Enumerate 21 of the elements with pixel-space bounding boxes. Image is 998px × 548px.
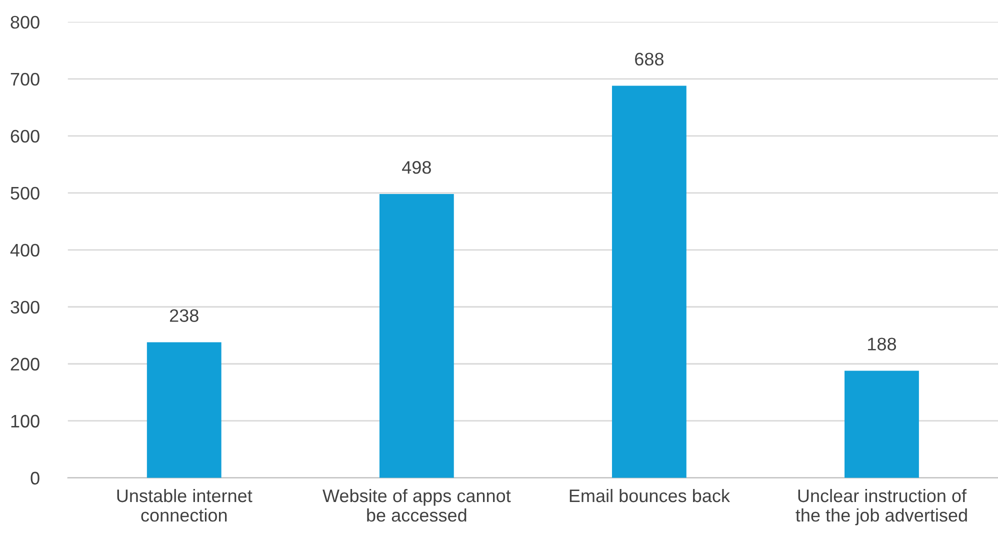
- y-tick-label: 700: [10, 72, 40, 86]
- x-tick-label: Email bounces back: [570, 488, 730, 502]
- bar: [612, 86, 686, 478]
- y-tick-label: 600: [10, 130, 40, 143]
- bar: [379, 194, 454, 478]
- data-label: 688: [635, 52, 664, 66]
- bar: [844, 370, 919, 478]
- y-tick-label: 0: [30, 472, 40, 485]
- y-tick-label: 200: [10, 358, 40, 371]
- y-tick-label: 100: [11, 414, 40, 428]
- x-tick-label: Website of apps cannot be accessed: [322, 488, 511, 522]
- data-label: 188: [868, 338, 896, 350]
- bar: [146, 342, 222, 478]
- x-tick-label: Unstable internet connection: [117, 488, 252, 522]
- x-tick-label: Unclear instruction of the the job advertised: [796, 488, 967, 526]
- y-tick-label: 300: [10, 300, 40, 314]
- y-tick-label: 500: [10, 186, 40, 200]
- data-label: 238: [170, 309, 198, 322]
- y-tick-label: 400: [10, 244, 40, 257]
- y-tick-label: 800: [10, 16, 40, 29]
- data-label: 498: [402, 161, 431, 174]
